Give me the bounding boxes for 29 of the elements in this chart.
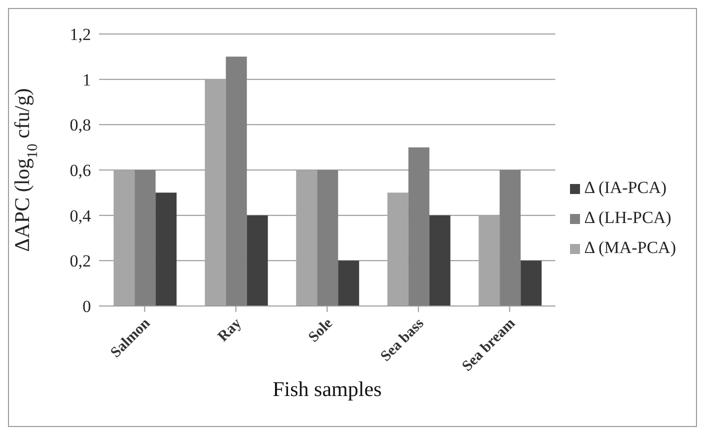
bar — [246, 215, 268, 306]
x-axis-title: Fish samples — [272, 377, 382, 401]
bar — [429, 215, 450, 306]
bar — [500, 170, 521, 306]
y-tick-label: 0,4 — [70, 206, 92, 226]
y-tick-label: 0 — [82, 297, 91, 316]
legend-label: Δ (MA-PCA) — [584, 238, 676, 256]
y-tick-label: 1 — [82, 70, 91, 90]
y-tick-label: 1,2 — [70, 25, 91, 44]
y-tick-label: 0,8 — [70, 116, 91, 135]
bar — [317, 170, 338, 306]
legend-label: Δ (IA-PCA) — [584, 178, 667, 196]
bar — [226, 56, 247, 306]
x-tick-label: Ray — [215, 315, 246, 346]
bar — [387, 192, 408, 306]
bar — [338, 260, 360, 306]
bar — [156, 192, 177, 306]
bar — [204, 79, 226, 306]
bar — [114, 170, 135, 306]
bar — [408, 147, 430, 306]
bar — [478, 215, 500, 306]
bar — [520, 260, 542, 306]
x-tick-label: Sole — [306, 315, 336, 346]
bar — [296, 170, 318, 306]
y-tick-label: 0,6 — [70, 161, 91, 180]
bar — [134, 170, 156, 306]
y-tick-label: 0,2 — [70, 252, 91, 271]
x-tick-label: Sea bass — [378, 315, 428, 365]
legend-label: Δ (LH-PCA) — [584, 208, 672, 226]
